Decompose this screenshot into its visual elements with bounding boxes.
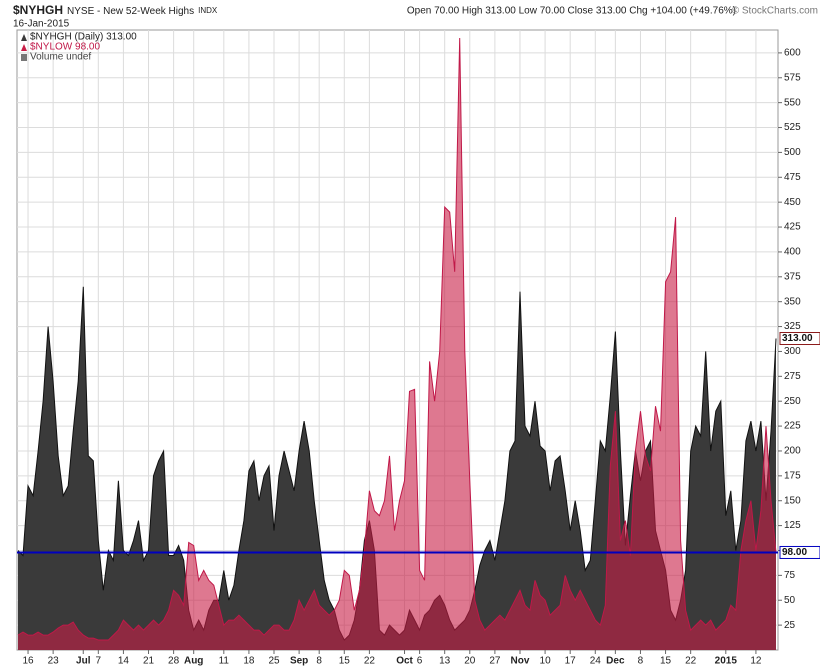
x-tick-label: 23	[48, 656, 60, 667]
x-tick-label: 7	[96, 656, 102, 667]
price-label: 98.00	[782, 547, 807, 558]
price-label-box	[779, 545, 820, 559]
x-tick-label: 16	[22, 656, 34, 667]
x-tick-label: 18	[243, 656, 255, 667]
area-fill	[18, 38, 776, 650]
x-tick-label: 6	[417, 656, 423, 667]
x-tick-label: 14	[118, 656, 130, 667]
y-tick-label: 200	[784, 446, 801, 457]
x-tick-label: 22	[685, 656, 697, 667]
y-tick-label: 600	[784, 48, 801, 59]
x-tick-label: 11	[219, 656, 230, 667]
y-tick-label: 550	[784, 97, 801, 108]
x-tick-label: 12	[750, 656, 762, 667]
legend-icon	[21, 44, 27, 51]
exchange-tag: INDX	[198, 6, 218, 15]
y-tick-label: 300	[784, 346, 801, 357]
x-tick-label: 28	[168, 656, 180, 667]
y-tick-label: 250	[784, 396, 801, 407]
y-tick-label: 450	[784, 197, 801, 208]
y-tick-label: 275	[784, 371, 801, 382]
area-fill	[18, 286, 776, 650]
area-line	[17, 37, 777, 641]
x-tick-label: 22	[364, 656, 376, 667]
x-tick-label: 21	[143, 656, 155, 667]
y-tick-label: 150	[784, 495, 801, 506]
price-label: 313.00	[782, 333, 813, 344]
y-tick-label: 525	[784, 122, 801, 133]
chart-subtitle: NYSE - New 52-Week Highs	[67, 6, 194, 17]
x-tick-label: 25	[268, 656, 280, 667]
credit: © StockCharts.com	[732, 6, 818, 17]
y-tick-label: 475	[784, 172, 801, 183]
y-tick-label: 350	[784, 296, 801, 307]
x-tick-label: 8	[316, 656, 322, 667]
y-tick-label: 50	[784, 595, 796, 606]
chart-date: 16-Jan-2015	[13, 19, 70, 30]
y-tick-label: 575	[784, 72, 801, 83]
x-tick-label: 8	[638, 656, 644, 667]
y-tick-label: 375	[784, 271, 801, 282]
ohlc-text: Open 70.00 High 313.00 Low 70.00 Close 3…	[407, 6, 736, 17]
chart-header: $NYHGH NYSE - New 52-Week Highs INDX	[13, 3, 218, 17]
x-tick-label: 13	[439, 656, 451, 667]
x-tick-label: 10	[540, 656, 552, 667]
chart-title: $NYHGH	[13, 3, 63, 17]
x-tick-label: 17	[565, 656, 577, 667]
x-tick-label: 27	[489, 656, 501, 667]
x-tick-label: 2015	[715, 656, 738, 667]
x-tick-label: Sep	[290, 656, 308, 667]
legend-icon	[21, 34, 27, 41]
y-tick-label: 225	[784, 421, 801, 432]
x-tick-label: 15	[660, 656, 672, 667]
y-tick-label: 325	[784, 321, 801, 332]
x-tick-label: Aug	[184, 656, 203, 667]
x-tick-label: 24	[590, 656, 602, 667]
y-tick-label: 500	[784, 147, 801, 158]
y-tick-label: 175	[784, 470, 801, 481]
y-tick-label: 25	[784, 620, 796, 631]
y-tick-label: 125	[784, 520, 801, 531]
x-tick-label: 15	[339, 656, 351, 667]
legend-icon	[21, 54, 27, 61]
y-tick-label: 425	[784, 222, 801, 233]
legend-label: $NYHGH (Daily) 313.00	[30, 32, 137, 43]
y-tick-label: 400	[784, 247, 801, 258]
y-tick-label: 75	[784, 570, 796, 581]
x-tick-label: Dec	[606, 656, 625, 667]
x-tick-label: Nov	[511, 656, 530, 667]
legend-label: $NYLOW 98.00	[30, 42, 100, 53]
legend-label: Volume undef	[30, 52, 91, 63]
x-tick-label: Oct	[396, 656, 413, 667]
x-tick-label: Jul	[76, 656, 91, 667]
x-tick-label: 20	[464, 656, 476, 667]
price-label-box	[779, 332, 820, 346]
